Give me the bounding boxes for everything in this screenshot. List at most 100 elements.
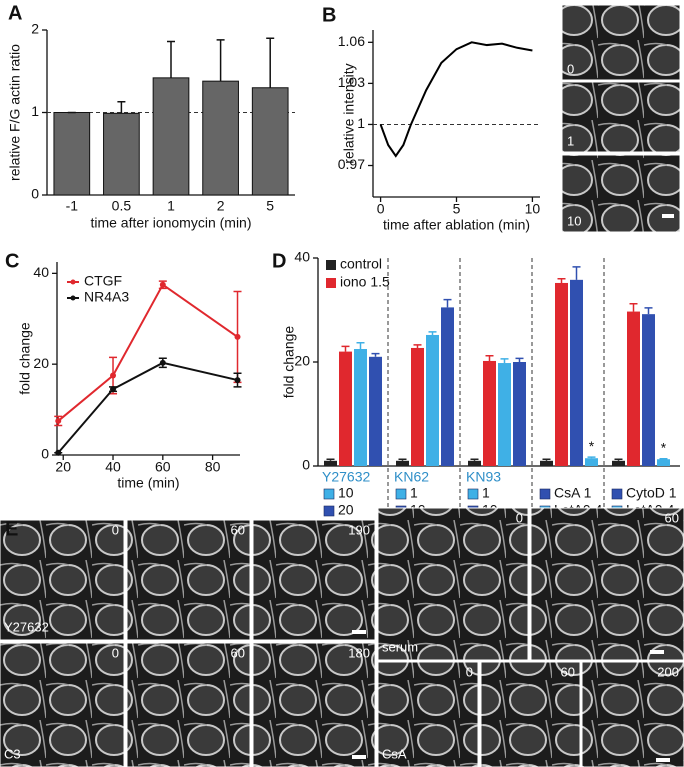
error-bar	[167, 40, 175, 78]
error-bar	[356, 342, 365, 349]
bar	[152, 77, 190, 196]
scale-bar	[650, 650, 664, 654]
y-tick-label: 40	[33, 264, 49, 280]
panel-label: A	[8, 2, 22, 24]
x-tick-label: 80	[205, 459, 221, 475]
treatment-label: 1	[482, 485, 490, 501]
bar	[555, 282, 568, 466]
panel-label: D	[272, 250, 286, 272]
panel-label: B	[322, 4, 336, 26]
y-axis-label: relative intensity	[341, 63, 357, 163]
bar	[396, 460, 409, 466]
group-name: Y27632	[322, 469, 370, 485]
y-axis-label: fold change	[17, 322, 33, 395]
bar	[498, 363, 511, 466]
error-bar	[443, 298, 452, 308]
micrograph	[252, 642, 376, 767]
scale-bar	[656, 758, 670, 762]
legend-swatch	[323, 505, 335, 517]
image-time: 60	[231, 645, 245, 660]
annotation: *	[661, 439, 667, 455]
y-axis-label: fold change	[281, 326, 297, 399]
error-bar	[216, 39, 225, 82]
group-name: KN62	[394, 469, 429, 485]
y-tick-label: 40	[294, 249, 310, 265]
bar	[585, 458, 598, 466]
error-bar	[542, 458, 551, 461]
legend-label: NR4A3	[84, 289, 129, 305]
y-tick-label: 20	[294, 353, 310, 369]
micrograph	[480, 661, 581, 767]
legend-swatch	[323, 488, 335, 500]
x-tick-label: -1	[66, 198, 79, 214]
scale-bar	[352, 755, 366, 759]
group-name: KN93	[466, 469, 501, 485]
error-bar	[371, 352, 380, 357]
error-bar	[413, 344, 422, 348]
legend-swatch	[326, 260, 336, 270]
legend-swatch	[70, 279, 76, 285]
error-bar	[485, 355, 494, 361]
image-label: 0	[567, 61, 574, 76]
error-bar	[398, 458, 407, 461]
micrograph	[126, 642, 251, 767]
bar	[324, 460, 337, 466]
x-tick-label: 0.5	[112, 198, 132, 214]
bar	[103, 112, 140, 196]
x-tick-label: 10	[525, 201, 541, 217]
bar	[570, 279, 583, 466]
micrograph	[377, 661, 479, 767]
y-tick-label: 2	[31, 21, 39, 37]
x-tick-label: 5	[453, 201, 461, 217]
error-bar	[117, 101, 126, 114]
error-bar	[557, 278, 566, 283]
error-bar	[341, 345, 350, 352]
image-label: 1	[567, 133, 574, 148]
line	[57, 361, 238, 454]
x-tick-label: 0	[377, 201, 385, 217]
x-tick-label: 60	[155, 459, 171, 475]
image-time: 0	[466, 664, 473, 679]
error-bar	[572, 266, 581, 280]
x-axis-label: time (min)	[117, 475, 179, 491]
y-tick-label: 1.03	[338, 74, 365, 90]
bar	[426, 334, 439, 466]
error-bar	[500, 358, 509, 364]
x-tick-label: 1	[167, 198, 175, 214]
marker	[159, 281, 166, 288]
marker	[55, 449, 62, 456]
panel-label: E	[5, 518, 18, 540]
treatment-label: 20	[338, 502, 354, 518]
micrograph	[581, 661, 684, 767]
bar	[53, 112, 91, 196]
error-bar	[326, 458, 335, 461]
line	[57, 283, 239, 422]
y-tick-label: 0	[31, 186, 39, 202]
bar	[369, 356, 382, 466]
scale-bar	[662, 214, 674, 218]
error-bar	[614, 458, 623, 461]
error-bar	[659, 457, 668, 460]
y-tick-label: 1.06	[338, 33, 365, 49]
y-tick-label: 0.97	[338, 156, 365, 172]
bar	[251, 87, 289, 196]
line	[379, 41, 533, 158]
bar	[468, 460, 481, 466]
treatment-label: 10	[338, 485, 354, 501]
micrograph	[0, 642, 125, 767]
bar	[411, 347, 424, 466]
marker	[159, 359, 166, 366]
error-bar	[629, 303, 638, 312]
micrograph	[561, 81, 681, 153]
bar	[202, 80, 239, 196]
scale-bar	[352, 630, 366, 634]
x-tick-label: 2	[217, 198, 225, 214]
image-condition: CsA	[382, 746, 407, 761]
image-label: 10	[567, 213, 581, 228]
micrograph	[561, 4, 681, 81]
bar	[612, 460, 625, 466]
treatment-label: CsA 1	[554, 485, 592, 501]
image-time: 0	[112, 645, 119, 660]
image-condition: Y27632	[4, 619, 49, 634]
micrograph	[530, 507, 684, 661]
